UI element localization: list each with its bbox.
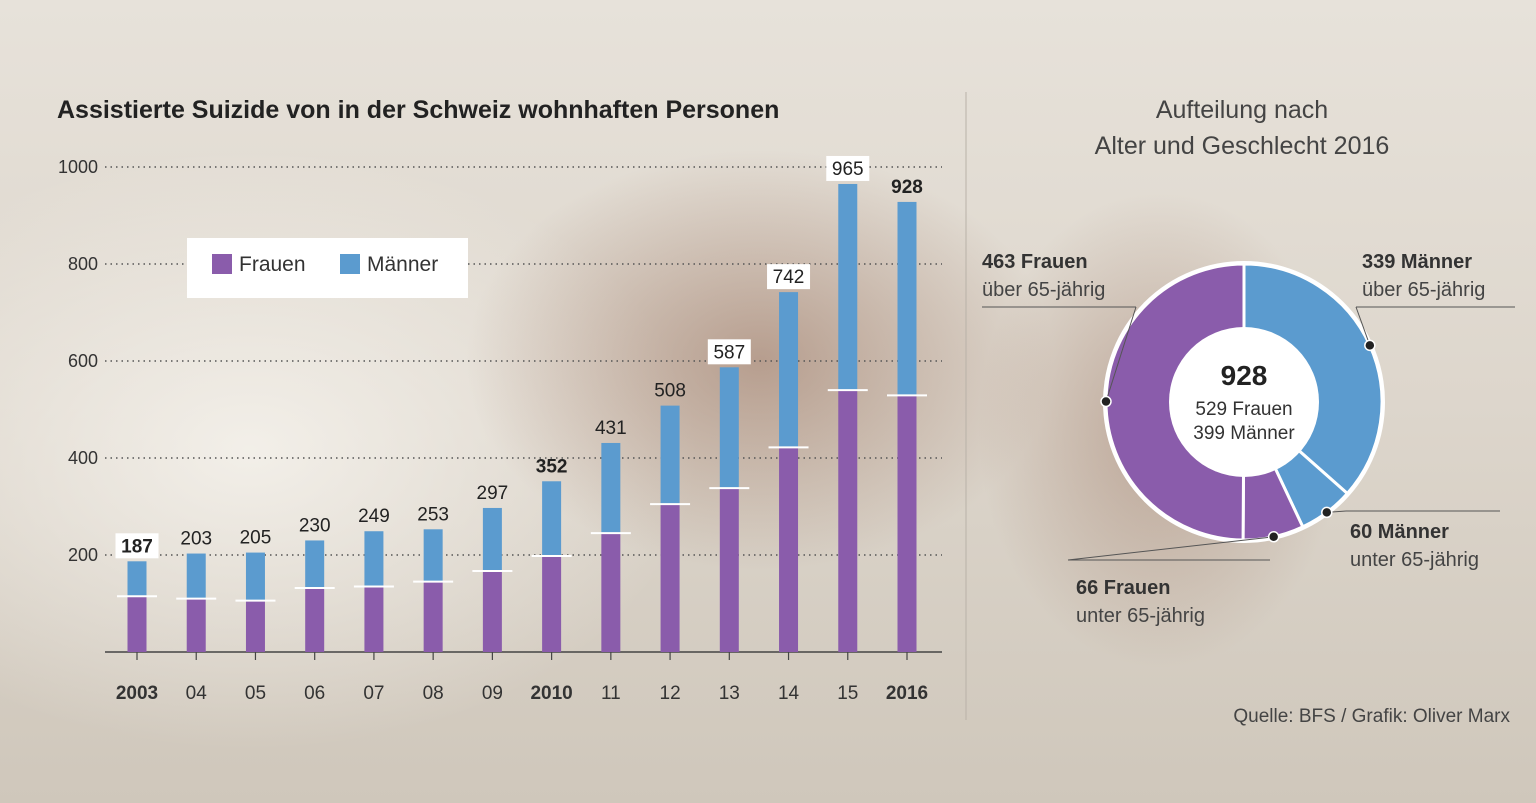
total-label: 205 — [240, 528, 272, 549]
bar-frauen — [719, 488, 739, 652]
bar-chart-title: Assistierte Suizide von in der Schweiz w… — [57, 96, 779, 124]
bar-maenner — [364, 531, 384, 587]
annotation-dot — [1364, 339, 1376, 352]
legend-swatch — [340, 254, 360, 274]
total-label: 187 — [121, 536, 153, 557]
total-label: 203 — [180, 529, 212, 550]
x-tick-label: 06 — [304, 683, 325, 704]
x-tick-label: 08 — [423, 683, 444, 704]
slice-label: 339 Männer — [1362, 251, 1472, 273]
total-label: 352 — [536, 456, 568, 477]
total-label: 928 — [891, 177, 923, 198]
donut-center-line: 399 Männer — [1193, 423, 1295, 444]
x-tick-label: 15 — [837, 683, 858, 704]
x-tick-label: 2003 — [116, 683, 158, 704]
bar-maenner — [423, 529, 443, 582]
bar-frauen — [838, 390, 858, 652]
legend-label: Frauen — [239, 253, 306, 276]
slice-sublabel: über 65-jährig — [982, 279, 1105, 301]
donut-center-line: 529 Frauen — [1195, 399, 1292, 420]
annotation-dot — [1100, 395, 1112, 408]
slice-label: 66 Frauen — [1076, 577, 1170, 599]
total-label: 508 — [654, 381, 686, 402]
bar-frauen — [364, 586, 384, 652]
x-tick-label: 2010 — [530, 683, 572, 704]
bar-frauen — [482, 571, 502, 652]
bar-frauen — [186, 598, 206, 652]
total-label: 253 — [417, 504, 449, 525]
source-note: Quelle: BFS / Grafik: Oliver Marx — [1233, 706, 1510, 727]
total-label-box — [826, 155, 870, 181]
total-label: 297 — [477, 483, 509, 504]
bar-frauen — [245, 600, 265, 652]
annotation-leader — [1105, 306, 1137, 402]
x-tick-label: 13 — [719, 683, 740, 704]
bar-frauen — [542, 555, 562, 652]
bar-frauen — [897, 395, 917, 652]
slice-label: 463 Frauen — [982, 251, 1088, 273]
bar-frauen — [779, 447, 799, 652]
total-label: 965 — [832, 159, 864, 180]
x-tick-label: 2016 — [886, 683, 928, 704]
y-tick-label: 800 — [68, 254, 98, 274]
x-tick-label: 12 — [660, 683, 681, 704]
bar-maenner — [838, 183, 858, 391]
bar-maenner — [482, 507, 502, 572]
slice-sublabel: unter 65-jährig — [1350, 549, 1479, 571]
y-tick-label: 600 — [68, 351, 98, 371]
x-tick-label: 04 — [186, 683, 208, 704]
bar-maenner — [186, 553, 206, 599]
bar-frauen — [305, 587, 325, 652]
donut-title-line: Alter und Geschlecht 2016 — [1095, 132, 1390, 160]
bar-maenner — [601, 442, 621, 534]
annotation-dot — [1267, 531, 1280, 543]
bar-maenner — [245, 552, 265, 601]
bar-maenner — [719, 367, 739, 489]
slice-sublabel: über 65-jährig — [1362, 279, 1485, 301]
bar-maenner — [127, 561, 147, 597]
x-tick-label: 11 — [601, 683, 621, 704]
annotation-leader — [1355, 306, 1371, 346]
bar-maenner — [660, 405, 680, 505]
y-tick-label: 400 — [68, 448, 98, 468]
bar-maenner — [305, 540, 325, 588]
annotation-leader — [1067, 536, 1274, 561]
x-tick-label: 09 — [482, 683, 503, 704]
legend-swatch — [212, 254, 232, 274]
x-tick-label: 07 — [363, 683, 384, 704]
donut-hole — [1169, 327, 1319, 477]
donut-center-total: 928 — [1221, 360, 1268, 391]
x-tick-label: 14 — [778, 683, 800, 704]
total-label: 230 — [299, 515, 331, 536]
annotation-dot — [1321, 506, 1333, 519]
bar-frauen — [127, 596, 147, 652]
y-tick-label: 200 — [68, 545, 98, 565]
bar-maenner — [542, 481, 562, 556]
slice-sublabel: unter 65-jährig — [1076, 605, 1205, 627]
total-label-box — [707, 339, 751, 365]
total-label: 431 — [595, 418, 627, 439]
total-label: 742 — [773, 267, 805, 288]
bar-maenner — [897, 201, 917, 396]
total-label: 587 — [713, 342, 745, 363]
bar-frauen — [601, 533, 621, 652]
total-label-box — [767, 264, 811, 290]
x-tick-label: 05 — [245, 683, 266, 704]
bar-frauen — [660, 504, 680, 652]
legend-label: Männer — [367, 253, 438, 276]
bar-frauen — [423, 581, 443, 652]
total-label: 249 — [358, 506, 390, 527]
donut-title-line: Aufteilung nach — [1156, 96, 1328, 124]
slice-label: 60 Männer — [1350, 521, 1449, 543]
legend-box — [187, 238, 468, 298]
bar-maenner — [779, 292, 799, 448]
y-tick-label: 1000 — [58, 157, 98, 177]
total-label-box — [115, 533, 159, 559]
